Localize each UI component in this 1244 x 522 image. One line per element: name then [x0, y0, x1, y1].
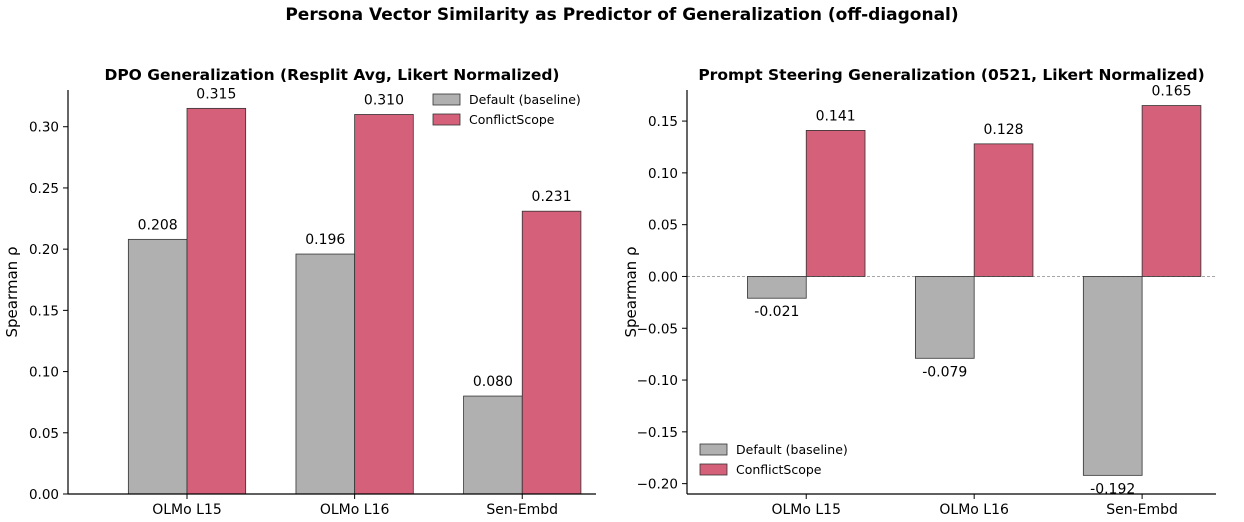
y-tick-label-0-4: 0.20 [29, 242, 59, 258]
legend-label-1-1: ConflictScope [736, 462, 822, 477]
data-label-0-1-2: 0.231 [532, 189, 572, 205]
y-tick-label-0-0: 0.00 [29, 487, 59, 503]
data-label-0-0-0: 0.208 [138, 217, 178, 233]
bar-1-1-1 [973, 143, 1034, 277]
y-axis-label-1: Spearman ρ [622, 247, 640, 338]
bar-0-0-1 [295, 253, 356, 495]
y-tick-label-0-3: 0.15 [29, 303, 59, 319]
legend-label-0-0: Default (baseline) [469, 92, 581, 107]
bar-1-1-0 [805, 129, 866, 277]
y-tick-label-0-5: 0.25 [29, 181, 59, 197]
x-tick-label-1-0: OLMo L15 [771, 502, 841, 518]
y-tick-label-0-6: 0.30 [29, 120, 59, 136]
x-tick-label-0-2: Sen-Embd [486, 502, 558, 518]
data-label-0-0-2: 0.080 [473, 374, 513, 390]
y-tick-label-0-1: 0.05 [29, 426, 59, 442]
data-label-1-0-2: -0.192 [1090, 481, 1135, 497]
data-label-1-1-2: 0.165 [1151, 84, 1191, 100]
bar-0-1-0 [186, 107, 247, 495]
figure-title: Persona Vector Similarity as Predictor o… [285, 5, 959, 25]
y-tick-label-1-0: −0.20 [637, 477, 678, 493]
y-tick-label-1-6: 0.10 [648, 166, 678, 182]
legend-label-1-0: Default (baseline) [736, 442, 848, 457]
y-tick-label-1-4: 0.00 [648, 269, 678, 285]
bar-1-0-0 [747, 276, 807, 299]
y-tick-label-0-2: 0.10 [29, 365, 59, 381]
data-label-1-0-0: -0.021 [754, 304, 799, 320]
data-label-0-0-1: 0.196 [305, 232, 345, 248]
y-tick-label-1-7: 0.15 [648, 114, 678, 130]
x-tick-label-1-1: OLMo L16 [939, 502, 1009, 518]
legend-swatch-0-1 [432, 113, 461, 126]
bar-0-1-2 [521, 210, 582, 495]
x-tick-label-1-2: Sen-Embd [1106, 502, 1178, 518]
legend-label-0-1: ConflictScope [469, 112, 555, 127]
bar-0-0-2 [463, 395, 523, 495]
y-tick-label-1-1: −0.15 [637, 425, 678, 441]
bar-1-0-2 [1082, 276, 1143, 476]
x-tick-label-0-1: OLMo L16 [320, 502, 390, 518]
y-tick-label-1-5: 0.05 [648, 218, 678, 234]
data-label-1-1-1: 0.128 [984, 122, 1024, 138]
panel-title-0: DPO Generalization (Resplit Avg, Likert … [104, 66, 559, 84]
y-axis-label-0: Spearman ρ [3, 247, 21, 338]
y-tick-label-1-3: −0.05 [637, 321, 678, 337]
data-label-0-1-1: 0.310 [364, 92, 404, 108]
x-tick-label-0-0: OLMo L15 [152, 502, 222, 518]
data-label-1-0-1: -0.079 [922, 364, 967, 380]
panel-title-1: Prompt Steering Generalization (0521, Li… [698, 66, 1204, 84]
bar-1-1-2 [1141, 105, 1202, 277]
bar-0-0-0 [127, 238, 188, 495]
bar-1-0-1 [914, 276, 975, 359]
legend-swatch-1-0 [699, 443, 728, 456]
bar-0-1-1 [354, 114, 414, 495]
data-label-0-1-0: 0.315 [196, 86, 236, 102]
y-tick-label-1-2: −0.10 [637, 373, 678, 389]
legend-swatch-1-1 [699, 463, 728, 476]
legend-swatch-0-0 [432, 93, 461, 106]
data-label-1-1-0: 0.141 [816, 108, 856, 124]
